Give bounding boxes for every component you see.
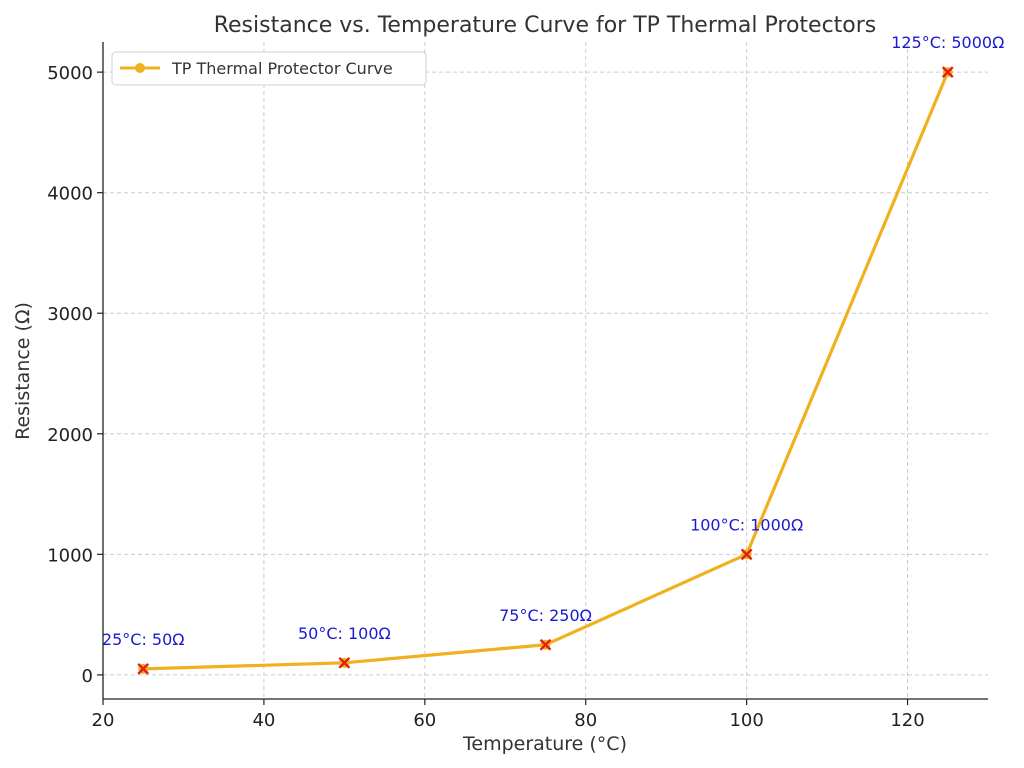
y-tick-label: 3000 [47,304,93,325]
data-point-x-marker [941,66,954,78]
y-tick-label: 0 [82,666,93,687]
annotation-layer: 25°C: 50Ω 50°C: 100Ω 75°C: 250Ω 100°C: 1000… [102,33,1004,649]
legend-box [111,51,427,86]
data-label: 125°C: 5000Ω [891,33,1004,52]
data-point-x-marker [539,638,552,651]
legend-label: TP Thermal Protector Curve [171,59,393,78]
axes-layer [102,42,988,700]
data-point-x-marker [740,548,753,561]
data-label: 50°C: 100Ω [298,624,391,643]
data-point-x-marker [338,656,351,669]
x-tick-label: 80 [574,710,597,731]
legend-marker-swatch [135,63,145,73]
x-tick-label: 20 [92,710,115,731]
y-tick-label: 2000 [47,425,93,446]
x-tick-label: 100 [729,710,763,731]
y-axis-label: Resistance (Ω) [12,302,34,440]
series-layer [137,66,954,675]
y-tick-label: 4000 [47,184,93,205]
x-tick-label: 60 [413,710,436,731]
data-label: 25°C: 50Ω [102,630,185,649]
chart-title: Resistance vs. Temperature Curve for TP … [214,13,877,38]
legend: TP Thermal Protector Curve [111,51,427,86]
data-label: 75°C: 250Ω [499,606,592,625]
data-point-x-marker [137,663,150,675]
x-tick-label: 120 [890,710,924,731]
grid-layer [103,42,988,699]
data-label: 100°C: 1000Ω [690,515,803,534]
ticks-layer: 20 40 60 80 100 120 0 1000 2000 3000 4000 5000 [47,63,925,731]
x-tick-label: 40 [252,710,275,731]
x-axis-label: Temperature (°C) [462,733,627,755]
y-tick-label: 1000 [47,545,93,566]
y-tick-label: 5000 [47,63,93,84]
